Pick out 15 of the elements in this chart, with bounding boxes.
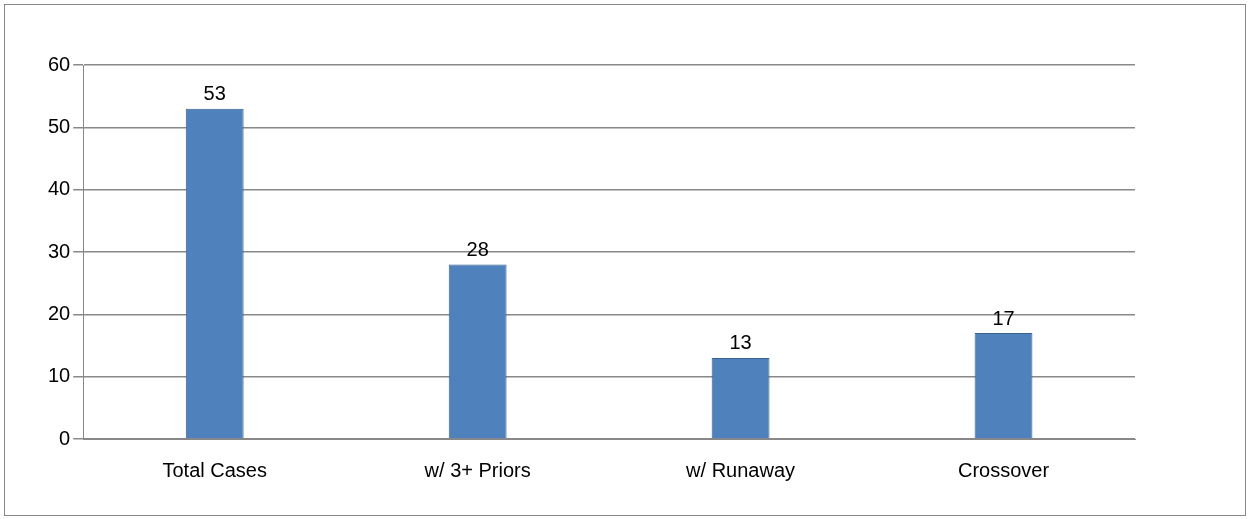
y-tick-label: 20 xyxy=(48,301,71,324)
x-tick-label: w/ 3+ Priors xyxy=(423,458,531,481)
x-tick-label: Crossover xyxy=(957,458,1050,481)
data-label: 28 xyxy=(466,237,489,260)
y-tick-label: 0 xyxy=(59,426,71,449)
y-tick-label: 60 xyxy=(48,52,71,75)
y-tick-label: 10 xyxy=(48,364,71,387)
x-tick-label: Total Cases xyxy=(162,458,267,481)
data-label: 53 xyxy=(203,82,226,105)
data-label: 17 xyxy=(992,306,1015,329)
data-label: 13 xyxy=(729,331,752,354)
x-tick-label: w/ Runaway xyxy=(685,458,796,481)
y-tick-label: 30 xyxy=(48,239,71,262)
y-tick-label: 40 xyxy=(48,177,71,200)
y-tick-label: 50 xyxy=(48,114,71,137)
